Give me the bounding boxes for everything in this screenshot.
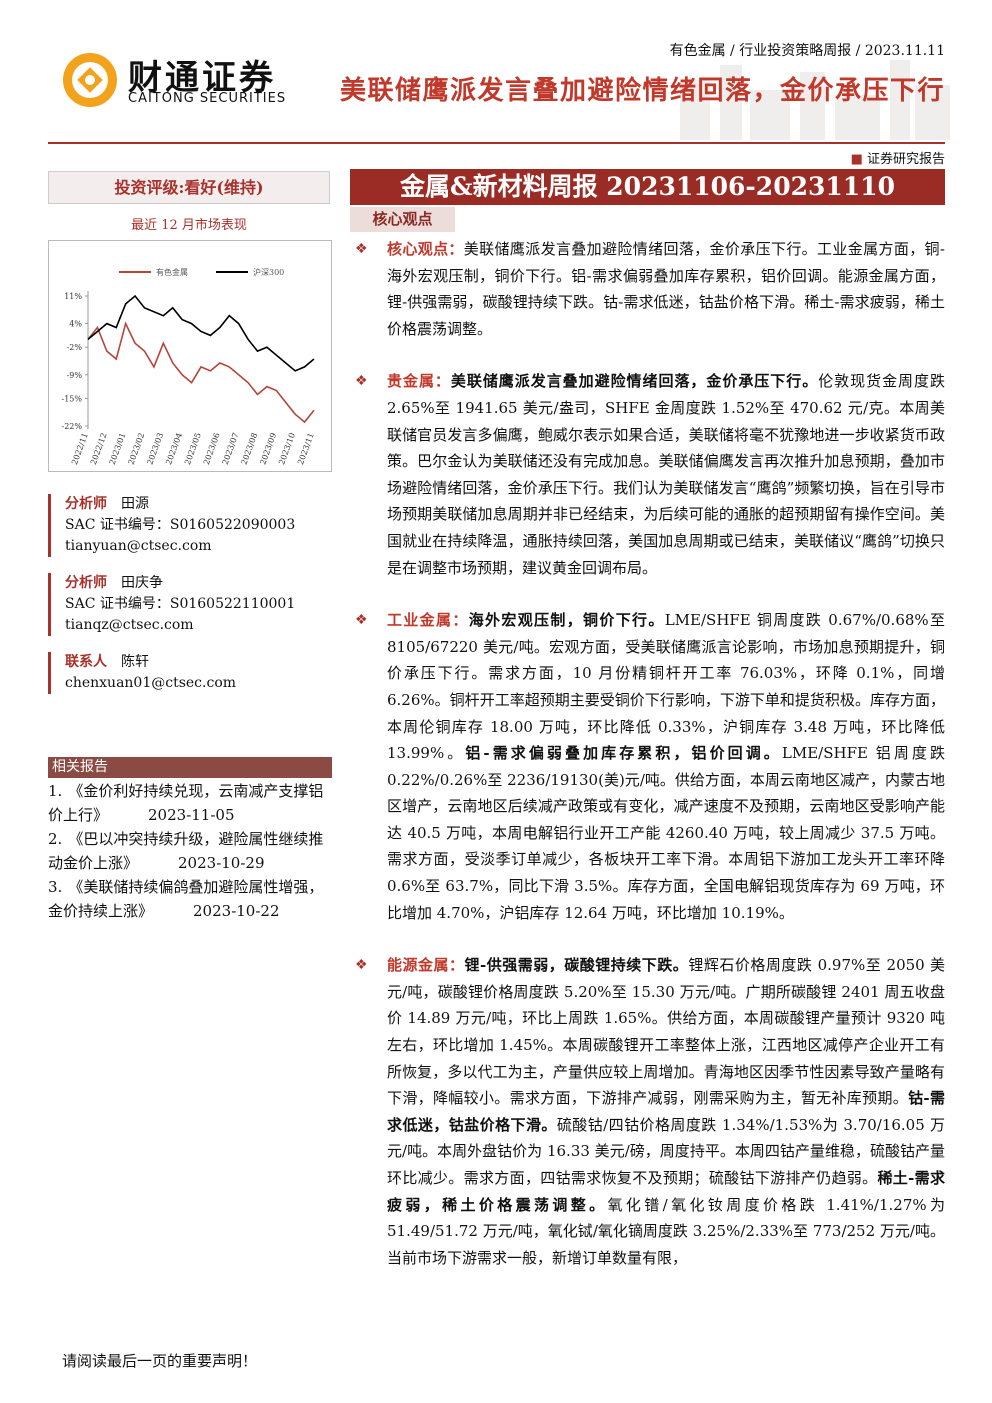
role: 联系人 [65,654,107,670]
lead: 美联储鹰派发言叠加避险情绪回落，金价承压下行。 [450,372,819,391]
x-tick-label: 2023/10 [277,432,297,466]
body-text: 氧化镨/氧化钕周度价格跌 1.41%/1.27%为 51.49/51.72 万元… [387,1195,945,1267]
email: tianqz@ctsec.com [65,617,194,633]
body-text: 美联储鹰派发言叠加避险情绪回落，金价承压下行。工业金属方面，铜-海外宏观压制，铜… [387,240,945,338]
related-item: 3. 《美联储持续偏鸽叠加避险属性增强，金价持续上涨》 2023-10-22 [48,875,330,923]
banner: 金属&新材料周报 20231106-20231110 [350,169,945,205]
paragraph: 贵金属：美联储鹰派发言叠加避险情绪回落，金价承压下行。伦敦现货金周度跌 2.65… [355,368,945,581]
x-tick-label: 2023/08 [240,432,260,466]
name: 陈轩 [121,654,149,670]
report-title: 《美联储持续偏鸽叠加避险属性增强，金价持续上涨》 [48,878,324,920]
logo-cn: 财通证券 [128,58,276,98]
body-text: 硫酸钴/四钴价格周度跌 1.34%/1.53%为 3.70/16.05 万元/吨… [387,1115,945,1187]
skyline [680,60,950,140]
related-heading: 相关报告 [48,757,332,778]
email: chenxuan01@ctsec.com [65,675,237,691]
footer: 请阅读最后一页的重要声明！ [62,1352,258,1370]
x-tick-label: 2023/02 [127,432,147,466]
series-line [87,321,315,424]
report-type: ■ 证券研究报告 [850,152,945,167]
x-tick-label: 2023/04 [164,432,184,466]
analyst: 分析师 田源 SAC 证书编号：S0160522090003 tianyuan@cts… [48,494,295,557]
paragraph-label: 能源金属： [387,956,465,975]
related-list: 1. 《金价利好持续兑现，云南减产支撑铝价上行》 2023-11-05 2. 《巴以冲突… [48,779,330,923]
number: 1. [48,782,63,800]
sac: SAC 证书编号：S0160522090003 [65,517,296,533]
sac: SAC 证书编号：S0160522110001 [65,596,296,612]
x-tick-label: 2023/09 [258,432,278,466]
x-tick-label: 2022/12 [89,432,109,466]
related-item: 2. 《巴以冲突持续升级，避险属性继续推动金价上涨》 2023-10-29 [48,827,330,875]
email: tianyuan@ctsec.com [65,538,212,554]
y-tick-label: 4% [69,320,82,329]
x-tick-label: 2023/11 [296,432,316,466]
x-tick-label: 2023/05 [183,432,203,466]
body-text: 伦敦现货金周度跌 2.65%至 1941.65 美元/盎司，SHFE 金周度跌 … [387,372,945,577]
logo-en: CAITONG SECURITIES [128,91,287,106]
series-line [87,294,315,372]
x-tick-label: 2022/11 [70,432,90,466]
x-tick-label: 2023/01 [108,432,128,466]
number: 2. [48,830,63,848]
paragraph: 能源金属：锂-供强需弱，碳酸锂持续下跌。锂辉石价格周度跌 0.97%至 2050… [355,952,945,1271]
date: 2023-10-22 [193,902,280,920]
chart-caption: 最近 12 月市场表现 [131,218,247,233]
report-title: 美联储鹰派发言叠加避险情绪回落，金价承压下行 [339,76,945,106]
y-tick-label: 11% [64,292,82,301]
x-tick-label: 2023/07 [221,432,241,466]
tab: 核心观点 [350,207,455,232]
legend-label: 沪深300 [253,267,284,277]
paragraph: 工业金属：海外宏观压制，铜价下行。LME/SHFE 铜周度跌 0.67%/0.6… [355,607,945,926]
lead: 铝-需求偏弱叠加库存累积，铝价回调。 [465,744,782,763]
paragraph-label: 核心观点： [387,240,464,258]
x-tick-label: 2023/06 [202,432,222,466]
date: 2023-11-05 [148,806,235,824]
lead: 锂-供强需弱，碳酸锂持续下跌。 [464,956,689,975]
number: 3. [48,878,63,896]
related-item: 1. 《金价利好持续兑现，云南减产支撑铝价上行》 2023-11-05 [48,779,330,827]
lead: 海外宏观压制，铜价下行。 [468,611,665,630]
role: 分析师 [65,575,107,591]
market-chart: 11% 4% -2% -9% -15% -22%2022/11 2022/12 2023/01… [48,240,332,472]
name: 田源 [121,496,149,512]
report-title: 《金价利好持续兑现，云南减产支撑铝价上行》 [48,782,324,824]
report-type-text: 证券研究报告 [866,152,945,167]
logo-icon [63,53,117,107]
y-tick-label: -22% [62,422,83,431]
date: 2023-10-29 [178,854,265,872]
y-tick-label: -9% [67,371,83,380]
header-rule [48,142,945,144]
body-text: LME/SHFE 铝周度跌 0.22%/0.26%至 2236/19130(美)… [387,744,945,922]
key-points: 核心观点：美联储鹰派发言叠加避险情绪回落，金价承压下行。工业金属方面，铜-海外宏… [355,236,945,1297]
breadcrumb: 有色金属 / 行业投资策略周报 / 2023.11.11 [669,43,945,59]
paragraph-label: 贵金属： [387,372,451,391]
paragraph-label: 工业金属： [387,611,469,630]
x-tick-label: 2023/03 [145,432,165,466]
lead: 稀土-需求疲弱，稀土价格震荡调整。 [387,1169,945,1214]
legend-label: 有色金属 [156,267,188,277]
body-text: 锂辉石价格周度跌 0.97%至 2050 美元/吨，碳酸锂价格周度跌 5.20%… [387,956,945,1108]
name: 田庆争 [121,575,163,591]
y-tick-label: -15% [62,394,83,403]
report-title: 《巴以冲突持续升级，避险属性继续推动金价上涨》 [48,830,324,872]
lead: 钴-需求低迷，钴盐价格下滑。 [387,1089,945,1134]
rating: 投资评级:看好(维持) [114,178,264,197]
role: 分析师 [65,496,107,512]
contact: 联系人 陈轩 chenxuan01@ctsec.com [48,652,236,694]
y-tick-label: -2% [67,343,83,352]
paragraph: 核心观点：美联储鹰派发言叠加避险情绪回落，金价承压下行。工业金属方面，铜-海外宏… [355,236,945,342]
analyst: 分析师 田庆争 SAC 证书编号：S0160522110001 tianqz@ctse… [48,573,295,636]
body-text: LME/SHFE 铜周度跌 0.67%/0.68%至 8105/67220 美元… [387,611,945,763]
rating-box: 投资评级:看好(维持) [48,171,330,204]
